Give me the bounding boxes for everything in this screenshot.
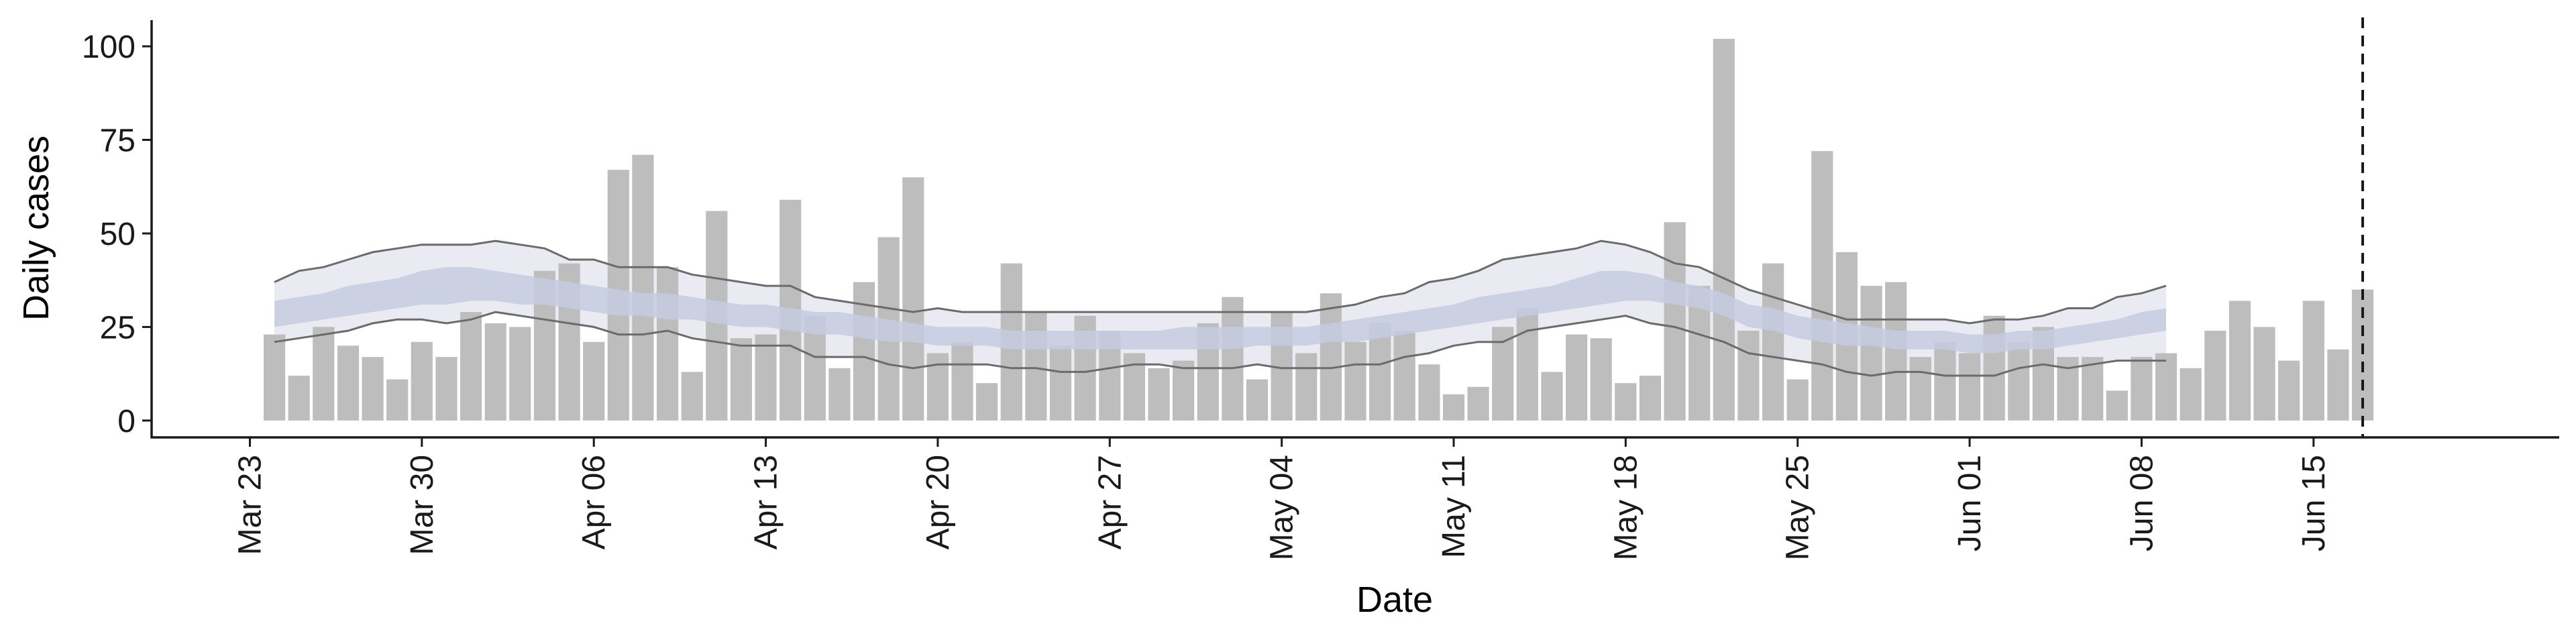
bar [755, 334, 777, 421]
bar [1393, 331, 1415, 421]
x-tick-label: Mar 30 [405, 455, 440, 555]
bar [828, 368, 851, 421]
bar [1418, 364, 1440, 421]
bar [1786, 379, 1809, 421]
estimate-lower-line [274, 311, 2166, 377]
bar [1123, 353, 1145, 421]
y-tick-label: 50 [100, 217, 136, 252]
bar [1467, 386, 1489, 421]
bar [411, 341, 433, 421]
bar [288, 376, 310, 421]
bar [1295, 353, 1318, 421]
x-tick-label: May 18 [1608, 455, 1644, 560]
bar [337, 345, 360, 421]
bar [1934, 341, 1956, 421]
x-tick-label: Jun 08 [2124, 455, 2159, 551]
bar [1320, 293, 1342, 421]
bar [902, 177, 924, 421]
y-tick-label: 75 [100, 123, 136, 159]
bar [2106, 390, 2128, 421]
x-axis-title: Date [1356, 580, 1433, 620]
y-tick-label: 0 [117, 404, 136, 439]
bar [2302, 301, 2324, 421]
bar [2278, 360, 2300, 421]
bar [1615, 383, 1637, 421]
bar [1737, 331, 1760, 421]
bar [2082, 357, 2104, 421]
bar [2008, 341, 2030, 421]
bar [1148, 368, 1170, 421]
bar [2155, 353, 2178, 421]
bar [632, 154, 654, 421]
bar [1762, 263, 1784, 421]
x-tick-label: May 11 [1436, 455, 1472, 558]
bar [1885, 282, 1907, 421]
bar [681, 372, 703, 421]
estimate-inner-band [274, 267, 2166, 354]
x-tick-label: Jun 15 [2296, 455, 2332, 551]
estimate-inner-band-layer [274, 267, 2166, 354]
bar [1541, 372, 1563, 421]
bar [509, 327, 531, 421]
bar [1566, 334, 1588, 421]
y-axis-title: Daily cases [16, 136, 56, 321]
bar [2253, 327, 2275, 421]
bar [583, 341, 605, 421]
y-tick-label: 100 [82, 30, 136, 65]
estimate-outline-layer [274, 239, 2167, 377]
bar [926, 353, 949, 421]
bar [1442, 394, 1465, 421]
estimate-upper-line [274, 239, 2167, 325]
y-tick-label: 25 [100, 310, 136, 345]
bar [460, 312, 482, 421]
bar [1983, 315, 2005, 421]
bar [386, 379, 409, 421]
bar [1860, 286, 1882, 421]
bar [313, 327, 335, 421]
bar [730, 338, 752, 421]
x-tick-label: Apr 27 [1092, 455, 1128, 549]
x-tick-label: May 04 [1265, 455, 1300, 560]
bar [362, 357, 384, 421]
bar [1049, 345, 1072, 421]
bar [264, 334, 286, 421]
bar [1664, 222, 1686, 421]
bar [2229, 301, 2251, 421]
x-tick-label: May 25 [1780, 455, 1816, 560]
bar [435, 357, 458, 421]
bar [1246, 379, 1269, 421]
x-tick-label: Apr 13 [749, 455, 784, 549]
estimate-outer-band-layer [274, 241, 2166, 376]
bar [1344, 341, 1366, 421]
bar [1811, 151, 1833, 421]
bar [2204, 331, 2226, 421]
x-tick-label: Apr 20 [920, 455, 956, 549]
bar [1909, 357, 1931, 421]
bar [2327, 349, 2349, 421]
bar [484, 323, 506, 421]
bar [2131, 357, 2153, 421]
x-tick-label: Apr 06 [576, 455, 612, 549]
estimate-outer-band [274, 241, 2166, 376]
bar [1173, 360, 1195, 421]
bar [1516, 308, 1538, 421]
bar [1025, 312, 1047, 421]
bar [1639, 376, 1662, 421]
x-tick-label: Mar 23 [233, 455, 268, 555]
bar [976, 383, 998, 421]
bar [1590, 338, 1612, 421]
bar [1222, 297, 1244, 421]
bar [1369, 323, 1391, 421]
bar [951, 341, 973, 421]
axes: 0 25 50 75 100 Mar 23 Mar 30 Apr 06 Apr 13 Apr 20… [82, 20, 2559, 560]
bar [1713, 38, 1735, 421]
bar [2180, 368, 2202, 421]
bar [1958, 353, 1981, 421]
x-tick-label: Jun 01 [1952, 455, 1988, 551]
bar [657, 267, 679, 421]
